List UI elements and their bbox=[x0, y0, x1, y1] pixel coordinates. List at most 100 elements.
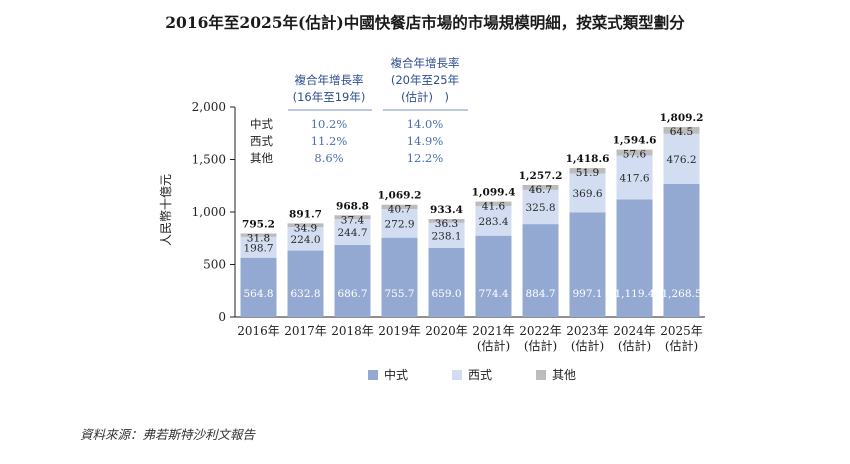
x-axis-labels: 2016年 2017年 2018年 2019年 2020年 2021年(估計)2022年(… bbox=[237, 324, 703, 353]
bar-segment-西式 bbox=[522, 189, 559, 225]
y-tick-label: 2,000 bbox=[192, 100, 226, 114]
segment-value-label: 31.8 bbox=[247, 232, 270, 244]
bar-segment-其他 bbox=[287, 223, 324, 228]
total-value-label: 1,099.4 bbox=[472, 187, 516, 199]
x-tick-label: 2018年 bbox=[331, 324, 374, 338]
segment-value-label: 238.1 bbox=[431, 230, 461, 242]
segment-value-label: 632.8 bbox=[290, 288, 320, 300]
legend-swatch-中式 bbox=[368, 370, 378, 380]
total-value-label: 795.2 bbox=[242, 219, 275, 231]
legend-label-西式: 西式 bbox=[468, 368, 492, 382]
segment-value-label: 774.4 bbox=[478, 288, 508, 300]
total-value-label: 933.4 bbox=[430, 204, 463, 216]
total-value-label: 1,594.6 bbox=[613, 135, 657, 147]
y-tick-label: 0 bbox=[218, 310, 226, 324]
bar-segment-其他 bbox=[240, 233, 277, 237]
cagr-value-20-25: 14.0% bbox=[407, 117, 444, 131]
segment-value-label: 884.7 bbox=[525, 288, 555, 300]
bar-segment-中式 bbox=[381, 237, 418, 317]
segment-value-label: 564.8 bbox=[243, 288, 273, 300]
legend-swatch-西式 bbox=[452, 370, 462, 380]
x-tick-label: 2020年 bbox=[425, 324, 468, 338]
bar-segment-中式 bbox=[475, 235, 512, 317]
total-value-label: 891.7 bbox=[289, 208, 322, 220]
bar-segment-中式 bbox=[240, 257, 277, 317]
cagr-value-16-19: 10.2% bbox=[311, 117, 348, 131]
cagr-value-16-19: 11.2% bbox=[311, 134, 348, 148]
bar-segment-中式 bbox=[334, 244, 371, 317]
segment-value-label: 40.7 bbox=[388, 204, 411, 216]
x-tick-label: 2021年 bbox=[472, 324, 515, 338]
x-tick-label: (估計) bbox=[571, 338, 604, 353]
bar-segment-其他 bbox=[569, 168, 606, 174]
segment-value-label: 659.0 bbox=[431, 288, 461, 300]
y-axis-label: 人民幣十億元 bbox=[159, 174, 173, 246]
segment-value-label: 283.4 bbox=[478, 216, 508, 228]
cagr-value-20-25: 12.2% bbox=[407, 151, 444, 165]
total-value-label: 1,069.2 bbox=[378, 190, 422, 202]
x-tick-label: 2025年 bbox=[660, 324, 703, 338]
segment-value-label: 272.9 bbox=[384, 218, 414, 230]
legend-label-其他: 其他 bbox=[552, 368, 576, 382]
segment-value-label: 198.7 bbox=[243, 242, 273, 254]
segment-value-label: 755.7 bbox=[384, 288, 414, 300]
segment-value-label: 686.7 bbox=[337, 288, 367, 300]
bar-segment-西式 bbox=[663, 133, 700, 184]
segment-value-label: 244.7 bbox=[337, 227, 367, 239]
cagr-value-16-19: 8.6% bbox=[314, 151, 343, 165]
cagr-row-label: 中式 bbox=[250, 117, 273, 131]
cagr-header-1-line-2: (16年至19年) bbox=[293, 90, 366, 104]
bar-segment-西式 bbox=[569, 173, 606, 213]
x-tick-label: 2022年 bbox=[519, 324, 562, 338]
legend: 中式 西式 其他 bbox=[368, 367, 576, 382]
segment-value-label: 36.3 bbox=[435, 218, 458, 230]
segment-value-label: 369.6 bbox=[572, 188, 602, 200]
cagr-row-label: 西式 bbox=[250, 134, 273, 148]
x-tick-label: (估計) bbox=[618, 338, 651, 353]
x-tick-label: 2019年 bbox=[378, 324, 421, 338]
total-value-label: 1,257.2 bbox=[519, 170, 563, 182]
bar-segment-中式 bbox=[428, 247, 465, 317]
segment-value-label: 224.0 bbox=[290, 234, 320, 246]
segment-value-label: 46.7 bbox=[529, 184, 552, 196]
x-tick-label: (估計) bbox=[665, 338, 698, 353]
total-value-label: 1,809.2 bbox=[660, 112, 704, 124]
legend-swatch-其他 bbox=[536, 370, 546, 380]
bar-segment-中式 bbox=[522, 224, 559, 317]
cagr-header-1-line-1: 複合年增長率 bbox=[295, 73, 364, 87]
bar-segment-其他 bbox=[475, 201, 512, 206]
cagr-value-20-25: 14.9% bbox=[407, 134, 444, 148]
bar-segment-其他 bbox=[522, 184, 559, 190]
segment-value-label: 37.4 bbox=[341, 214, 365, 226]
bar-segment-其他 bbox=[663, 127, 700, 134]
x-tick-label: 2017年 bbox=[284, 324, 327, 338]
chart-title: 2016年至2025年(估計)中國快餐店市場的市場規模明細，按菜式類型劃分 bbox=[165, 13, 685, 32]
bar-segment-西式 bbox=[334, 219, 371, 245]
cagr-row-label: 其他 bbox=[250, 151, 273, 165]
y-tick-label: 500 bbox=[203, 258, 226, 272]
bar-segment-西式 bbox=[475, 205, 512, 236]
cagr-header-2-line-2: (20年至25年 bbox=[391, 73, 459, 87]
segment-value-label: 51.9 bbox=[576, 167, 599, 179]
legend-label-中式: 中式 bbox=[384, 367, 408, 382]
bar-segment-其他 bbox=[381, 204, 418, 209]
segment-value-label: 997.1 bbox=[572, 288, 602, 300]
segment-value-label: 476.2 bbox=[666, 154, 696, 166]
segment-value-label: 34.9 bbox=[294, 222, 317, 234]
bar-segment-中式 bbox=[569, 212, 606, 317]
bar-segment-西式 bbox=[428, 222, 465, 248]
segment-value-label: 325.8 bbox=[525, 202, 555, 214]
cagr-table: 複合年增長率 (16年至19年) 複合年增長率 (20年至25年 (估計) ) … bbox=[250, 56, 468, 165]
y-tick-label: 1,000 bbox=[192, 205, 226, 219]
source-note: 資料來源：弗若斯特沙利文報告 bbox=[80, 427, 257, 442]
cagr-header-2-line-3: (估計) ) bbox=[401, 90, 449, 104]
bar-segment-西式 bbox=[287, 227, 324, 251]
bar-segment-其他 bbox=[428, 218, 465, 223]
segment-value-label: 41.6 bbox=[482, 201, 506, 213]
total-value-label: 1,418.6 bbox=[566, 153, 610, 165]
segment-value-label: 57.6 bbox=[623, 149, 647, 161]
segment-value-label: 64.5 bbox=[670, 126, 693, 138]
bar-segment-西式 bbox=[240, 236, 277, 258]
bar-segment-其他 bbox=[334, 215, 371, 220]
